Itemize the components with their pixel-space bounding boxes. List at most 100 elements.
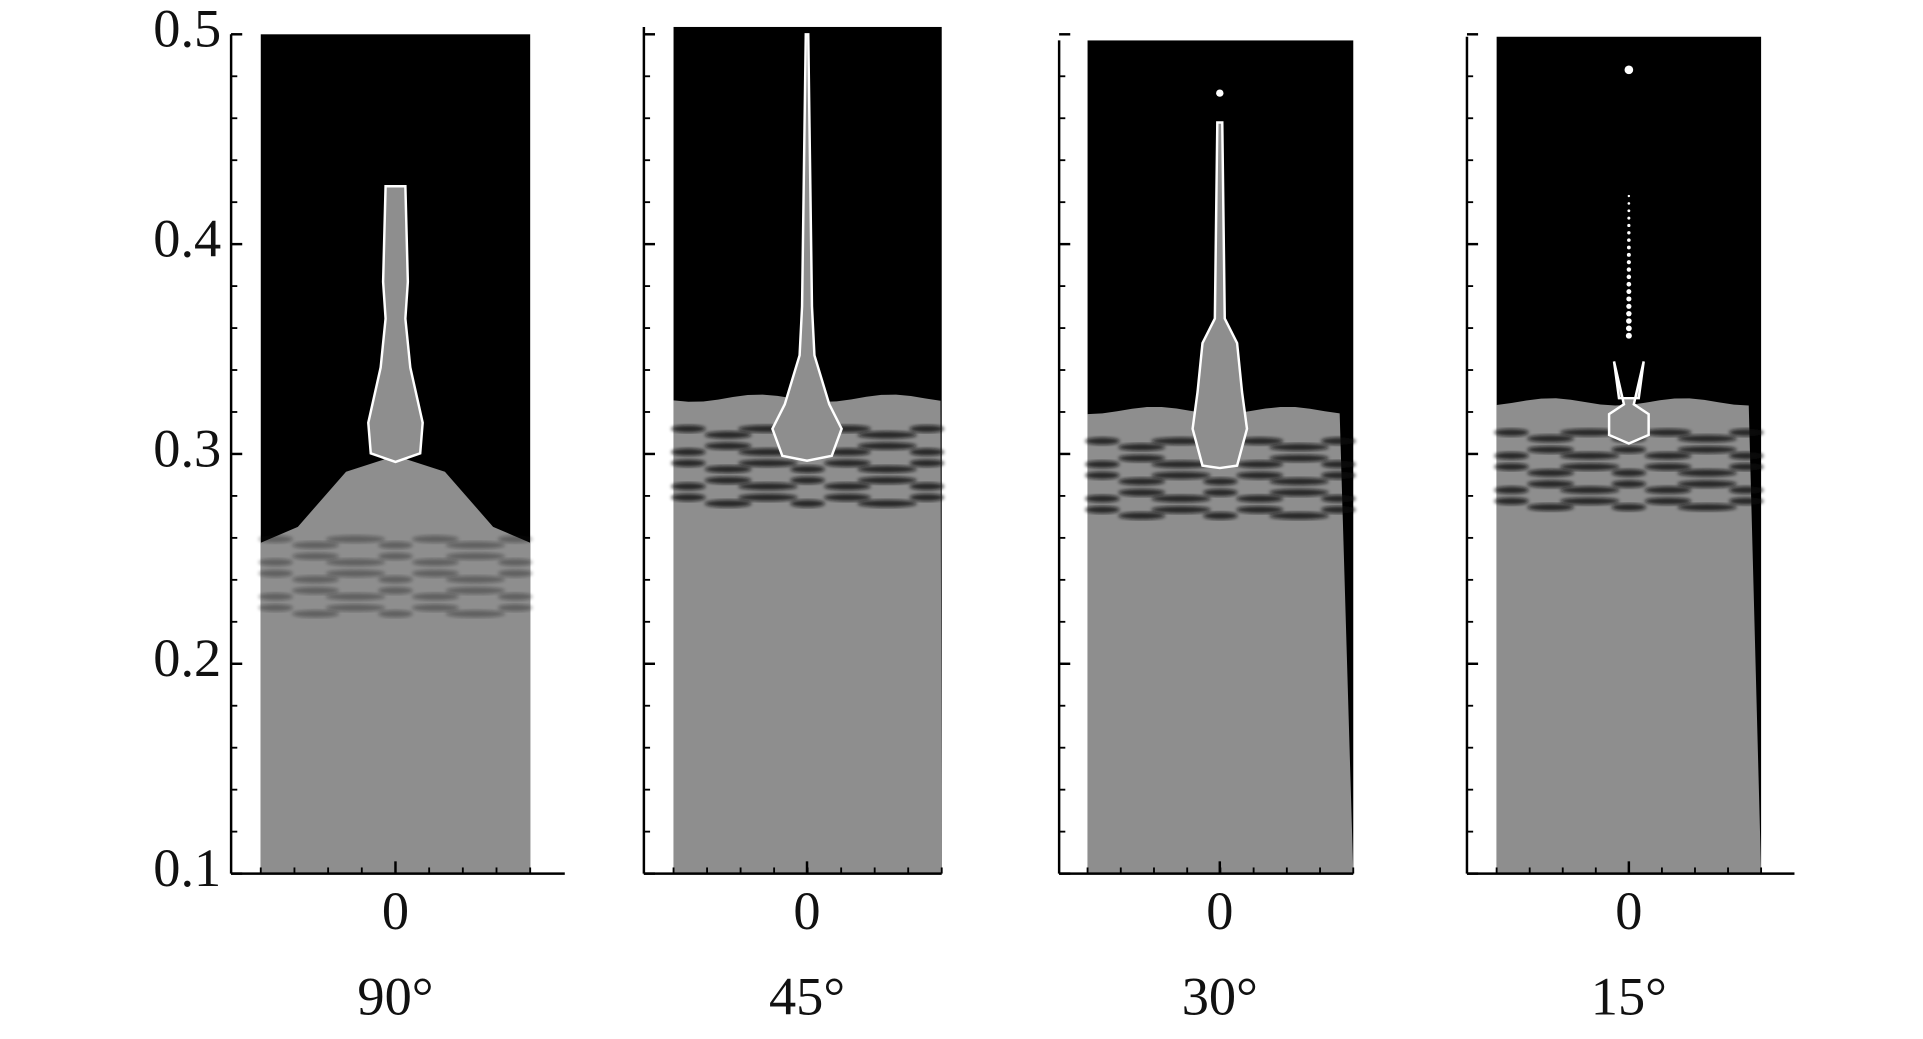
mixing-band xyxy=(1728,486,1764,494)
droplet xyxy=(1626,296,1632,302)
mixing-band xyxy=(1527,434,1575,443)
mixing-band xyxy=(823,493,871,502)
mixing-band xyxy=(1118,477,1166,486)
liquid-region xyxy=(260,455,531,874)
mixing-band xyxy=(1321,460,1356,469)
mixing-band xyxy=(1321,494,1356,503)
mixing-band xyxy=(445,541,506,549)
mixing-band xyxy=(1236,437,1284,445)
jet xyxy=(367,185,424,464)
mixing-band xyxy=(671,482,706,491)
droplet xyxy=(1627,209,1631,213)
droplet xyxy=(1627,216,1631,220)
mixing-band xyxy=(258,604,293,612)
panel-label: 90° xyxy=(357,967,433,1027)
mixing-band xyxy=(823,459,871,467)
mixing-band xyxy=(857,499,917,508)
y-tick-label: 0.2 xyxy=(153,628,221,688)
mixing-band xyxy=(378,610,413,618)
mixing-band xyxy=(498,604,533,612)
mixing-band xyxy=(411,558,459,567)
mixing-band xyxy=(325,569,386,578)
mixing-band xyxy=(704,431,752,439)
mixing-band xyxy=(738,482,798,491)
mixing-band xyxy=(445,610,506,618)
mixing-band xyxy=(823,448,871,456)
mixing-band xyxy=(1494,428,1529,437)
mixing-band xyxy=(1527,480,1575,488)
mixing-band xyxy=(738,459,798,467)
mixing-band xyxy=(1560,486,1620,494)
droplet xyxy=(1626,274,1632,280)
mixing-band xyxy=(292,552,340,560)
mixing-band xyxy=(1151,494,1211,503)
mixing-band xyxy=(411,535,459,543)
mixing-band xyxy=(1644,486,1692,494)
panel: 015° xyxy=(1465,33,1795,1027)
droplet xyxy=(1216,89,1224,97)
x-tick-label: 0 xyxy=(382,881,409,941)
droplet xyxy=(1627,223,1631,228)
mixing-band xyxy=(1677,469,1737,477)
mixing-band xyxy=(1644,452,1692,460)
mixing-band xyxy=(1085,437,1120,445)
mixing-band xyxy=(378,552,413,560)
mixing-band xyxy=(857,431,917,439)
mixing-band xyxy=(292,586,340,595)
mixing-band xyxy=(1151,471,1211,480)
mixing-band xyxy=(1494,497,1529,505)
panel-label: 30° xyxy=(1182,967,1258,1027)
droplet xyxy=(1626,267,1632,272)
mixing-band xyxy=(823,482,871,491)
mixing-band xyxy=(1269,488,1329,497)
mixing-band xyxy=(1560,428,1620,437)
mixing-band xyxy=(1118,488,1166,497)
mixing-band xyxy=(1494,452,1529,460)
droplet xyxy=(1625,325,1632,332)
mixing-band xyxy=(1269,512,1329,520)
mixing-band xyxy=(1321,437,1356,445)
mixing-band xyxy=(1611,480,1647,488)
mixing-band xyxy=(1269,454,1329,462)
mixing-band xyxy=(857,476,917,484)
mixing-band xyxy=(498,535,533,543)
panel: 045° xyxy=(642,26,945,1027)
mixing-band xyxy=(325,604,386,612)
jet xyxy=(1607,361,1650,445)
mixing-band xyxy=(1677,434,1737,443)
mixing-band xyxy=(857,442,917,450)
droplet xyxy=(1625,332,1632,339)
mixing-band xyxy=(671,425,706,433)
panel: 030° xyxy=(1057,33,1356,1027)
mixing-band xyxy=(445,575,506,584)
mixing-band xyxy=(671,448,706,456)
mixing-band xyxy=(445,586,506,595)
mixing-band xyxy=(1118,512,1166,520)
droplet xyxy=(1626,245,1631,250)
mixing-band xyxy=(498,558,533,567)
liquid-region xyxy=(1087,406,1354,874)
mixing-band xyxy=(909,425,945,433)
y-tick-label: 0.5 xyxy=(153,0,221,59)
mixing-band xyxy=(1728,463,1764,471)
mixing-band xyxy=(1085,460,1120,469)
mixing-band xyxy=(292,541,340,549)
liquid-region xyxy=(1496,398,1762,874)
mixing-band xyxy=(1203,477,1238,486)
mixing-band xyxy=(1644,497,1692,505)
mixing-band xyxy=(790,499,825,508)
mixing-band xyxy=(909,448,945,456)
droplet xyxy=(1626,289,1632,295)
mixing-band xyxy=(1728,452,1764,460)
mixing-band xyxy=(738,493,798,502)
droplet xyxy=(1627,238,1631,242)
mixing-band xyxy=(1203,488,1238,497)
mixing-band xyxy=(498,569,533,578)
mixing-band xyxy=(1677,480,1737,488)
jet xyxy=(771,33,843,462)
mixing-band xyxy=(1728,497,1764,505)
mixing-band xyxy=(258,535,293,543)
y-tick-label: 0.3 xyxy=(153,419,221,479)
mixing-band xyxy=(1611,469,1647,477)
